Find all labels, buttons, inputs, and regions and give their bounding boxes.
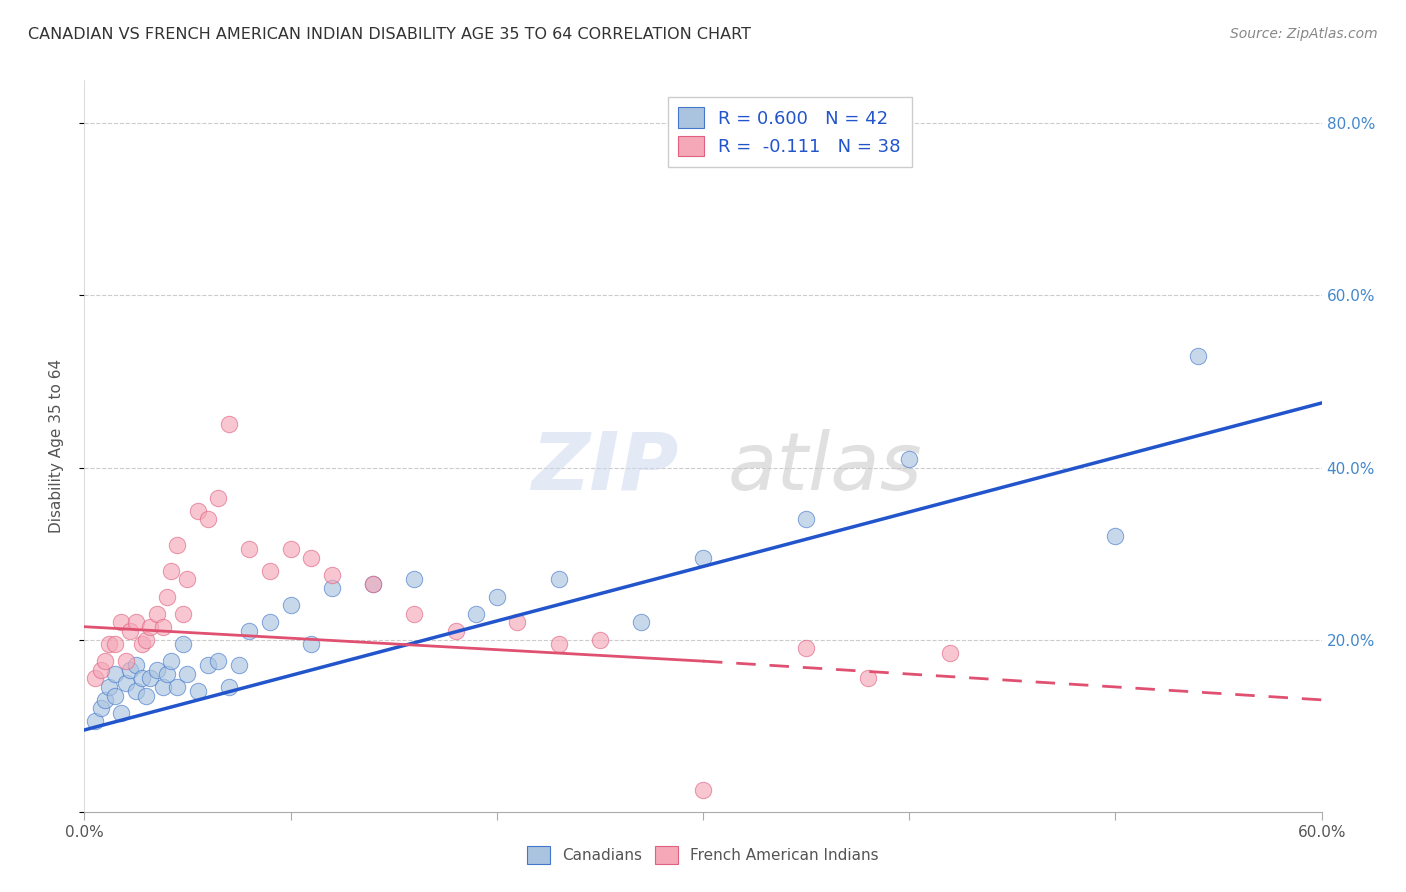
Point — [259, 615, 281, 630]
Point — [172, 607, 194, 621]
Point — [160, 654, 183, 668]
Text: atlas: atlas — [728, 429, 922, 507]
Point — [692, 550, 714, 565]
Point — [98, 637, 121, 651]
Point — [856, 671, 879, 685]
Point — [110, 615, 132, 630]
Point — [172, 637, 194, 651]
Point — [361, 576, 384, 591]
Point — [465, 607, 488, 621]
Point — [125, 658, 148, 673]
Text: ZIP: ZIP — [531, 429, 678, 507]
Point — [259, 564, 281, 578]
Point — [898, 451, 921, 466]
Point — [444, 624, 467, 638]
Point — [1104, 529, 1126, 543]
Point — [485, 590, 508, 604]
Point — [83, 714, 105, 729]
Point — [94, 693, 117, 707]
Point — [1187, 349, 1209, 363]
Point — [321, 581, 343, 595]
Point — [152, 680, 174, 694]
Point — [131, 671, 153, 685]
Point — [404, 607, 426, 621]
Point — [280, 542, 302, 557]
Point — [131, 637, 153, 651]
Point — [156, 590, 179, 604]
Point — [135, 632, 157, 647]
Point — [83, 671, 105, 685]
Point — [280, 598, 302, 612]
Point — [299, 550, 322, 565]
Point — [939, 646, 962, 660]
Point — [118, 663, 141, 677]
Point — [152, 620, 174, 634]
Point — [176, 573, 198, 587]
Point — [321, 568, 343, 582]
Point — [404, 573, 426, 587]
Point — [197, 658, 219, 673]
Point — [90, 663, 112, 677]
Point — [114, 654, 136, 668]
Point — [176, 667, 198, 681]
Point — [94, 654, 117, 668]
Point — [145, 663, 167, 677]
Point — [547, 637, 569, 651]
Point — [547, 573, 569, 587]
Point — [145, 607, 167, 621]
Point — [156, 667, 179, 681]
Point — [218, 680, 240, 694]
Legend: Canadians, French American Indians: Canadians, French American Indians — [522, 840, 884, 870]
Text: Source: ZipAtlas.com: Source: ZipAtlas.com — [1230, 27, 1378, 41]
Point — [589, 632, 612, 647]
Point — [361, 576, 384, 591]
Point — [207, 491, 229, 505]
Point — [110, 706, 132, 720]
Point — [114, 675, 136, 690]
Point — [207, 654, 229, 668]
Point — [299, 637, 322, 651]
Point — [104, 689, 127, 703]
Point — [104, 667, 127, 681]
Point — [135, 689, 157, 703]
Point — [218, 417, 240, 432]
Point — [238, 624, 260, 638]
Point — [166, 680, 188, 694]
Y-axis label: Disability Age 35 to 64: Disability Age 35 to 64 — [49, 359, 63, 533]
Text: CANADIAN VS FRENCH AMERICAN INDIAN DISABILITY AGE 35 TO 64 CORRELATION CHART: CANADIAN VS FRENCH AMERICAN INDIAN DISAB… — [28, 27, 751, 42]
Point — [197, 512, 219, 526]
Point — [238, 542, 260, 557]
Point — [187, 684, 209, 698]
Point — [794, 512, 817, 526]
Point — [692, 783, 714, 797]
Point — [160, 564, 183, 578]
Point — [90, 701, 112, 715]
Point — [139, 671, 162, 685]
Point — [228, 658, 250, 673]
Point — [118, 624, 141, 638]
Point — [98, 680, 121, 694]
Point — [187, 503, 209, 517]
Point — [139, 620, 162, 634]
Point — [794, 641, 817, 656]
Point — [104, 637, 127, 651]
Point — [506, 615, 529, 630]
Point — [166, 538, 188, 552]
Point — [630, 615, 652, 630]
Point — [125, 684, 148, 698]
Point — [125, 615, 148, 630]
